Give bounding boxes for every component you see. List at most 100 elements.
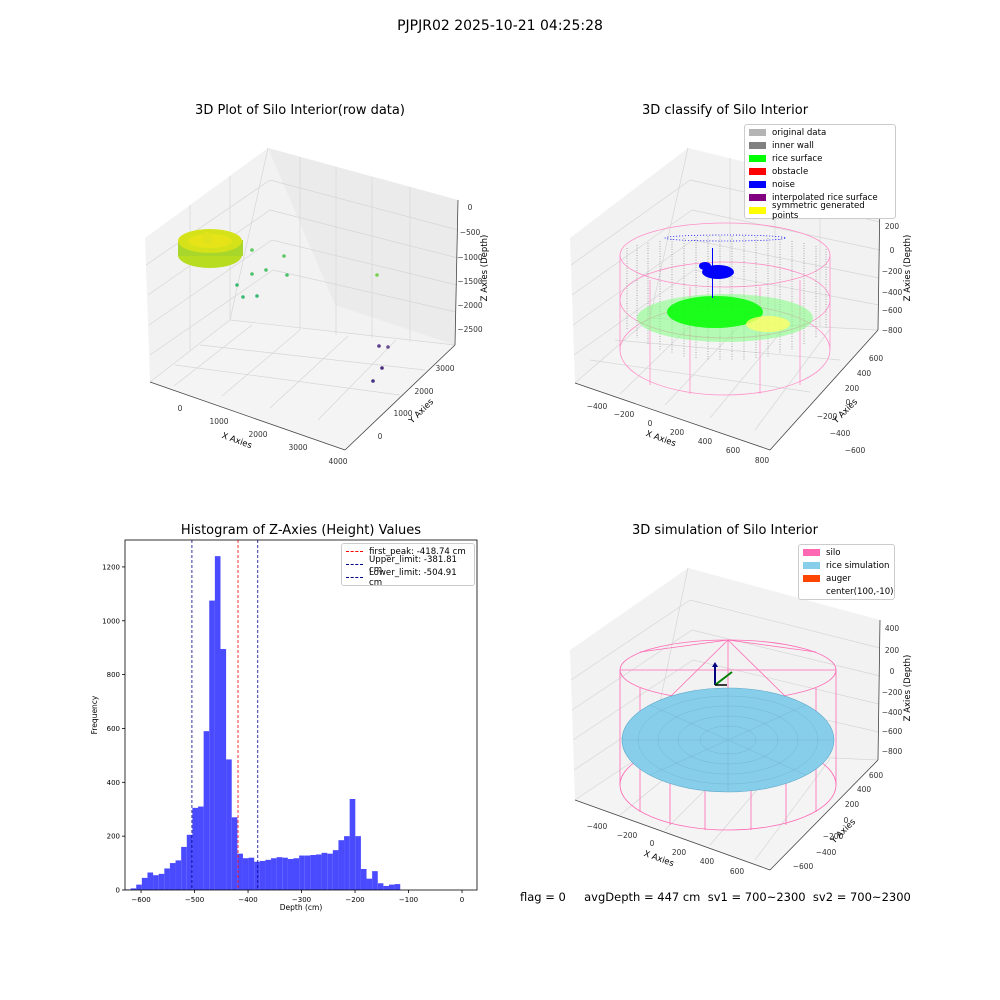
panel1-point — [264, 268, 268, 272]
histogram-bar — [186, 834, 193, 890]
p4-ytick: 400 — [857, 785, 872, 794]
histogram-y-tick-label: 600 — [107, 725, 120, 733]
p2-ytick: 600 — [869, 354, 884, 363]
histogram-bar — [321, 852, 328, 890]
p1-ytick: 2000 — [414, 387, 433, 396]
histogram-bar — [372, 871, 378, 890]
p1-ztick: 0 — [468, 203, 473, 212]
p4-xlabel: X Axies — [642, 849, 675, 869]
panel4-simulation-3d-plot: −400 −200 0 200 400 600 −600 −400 −200 0… — [570, 567, 913, 876]
legend-entry-noise: noise — [745, 178, 895, 191]
legend-swatch — [749, 194, 766, 201]
histogram-bar — [248, 857, 255, 890]
panel1-point — [386, 345, 390, 349]
panel2-symmetric-points — [746, 316, 790, 332]
histogram-bar — [338, 840, 345, 890]
panel4-legend: silo rice simulation auger center(100,-1… — [798, 544, 895, 600]
histogram-x-tick-label: −100 — [399, 896, 418, 904]
legend-label: rice surface — [772, 153, 823, 164]
histogram-xlabel: Depth (cm) — [280, 903, 323, 912]
figure-title: PJPJR02 2025-10-21 04:25:28 — [397, 18, 603, 34]
p2-ytick: −200 — [817, 412, 838, 421]
legend-entry-first-peak: first_peak: -418.74 cm — [342, 545, 474, 558]
p4-xtick: 600 — [730, 867, 745, 876]
p1-xtick: 3000 — [288, 443, 307, 452]
legend-swatch — [803, 588, 820, 595]
histogram-bar — [276, 857, 283, 890]
panel1-raw-3d-plot: 0 1000 2000 3000 4000 0 1000 2000 3000 0… — [145, 147, 490, 466]
panel1-point — [380, 366, 384, 370]
histogram-bar — [198, 806, 204, 890]
p2-ytick: −400 — [830, 429, 851, 438]
legend-entry-center: center(100,-10) — [799, 585, 894, 598]
histogram-x-tick-label: 0 — [460, 896, 464, 904]
legend-swatch — [749, 207, 766, 214]
panel1-point — [371, 379, 375, 383]
legend-label: Lower_limit: -504.91 cm — [369, 567, 457, 588]
histogram-bar — [164, 868, 170, 890]
histogram-x-tick-label: −400 — [238, 896, 257, 904]
p1-xtick: 0 — [178, 404, 183, 413]
panel1-point — [255, 294, 259, 298]
p1-ytick: 0 — [378, 432, 383, 441]
legend-label: center(100,-10) — [826, 586, 894, 597]
panel2-title: 3D classify of Silo Interior — [641, 103, 809, 118]
histogram-bar — [136, 884, 142, 890]
p2-ztick: −400 — [882, 288, 903, 297]
status-footer: flag = 0 avgDepth = 447 cm sv1 = 700~230… — [520, 890, 911, 904]
p4-ztick: −600 — [882, 727, 903, 736]
p2-noise-cluster — [699, 262, 711, 270]
panel1-point — [241, 295, 245, 299]
histogram-y-tick-label: 0 — [116, 887, 120, 895]
legend-swatch — [749, 181, 766, 188]
histogram-bar — [226, 759, 232, 890]
histogram-bar — [304, 855, 311, 890]
histogram-bars — [125, 556, 401, 890]
histogram-y-tick-label: 800 — [107, 671, 120, 679]
p2-ytick: −600 — [845, 446, 866, 455]
histogram-y-ticks: 0 200 400 600 800 1000 1200 — [102, 563, 125, 895]
p1-ytick: 1000 — [393, 409, 412, 418]
panel1-point — [235, 283, 239, 287]
histogram-bar — [389, 884, 395, 890]
panel2-legend: original data inner wall rice surface ob… — [744, 124, 896, 221]
panel4-title: 3D simulation of Silo Interior — [632, 523, 818, 538]
p2-ytick: 200 — [845, 384, 860, 393]
histogram-bar — [175, 860, 182, 890]
p2-xtick: 400 — [698, 437, 713, 446]
legend-label: auger — [826, 573, 851, 584]
p2-xtick: 800 — [755, 456, 770, 465]
legend-swatch — [749, 168, 766, 175]
p4-xtick: 200 — [672, 848, 687, 857]
histogram-bar — [259, 860, 266, 890]
legend-label: obstacle — [772, 166, 809, 177]
p2-xtick: −200 — [614, 410, 635, 419]
histogram-ylabel: Frequency — [90, 695, 99, 734]
histogram-bar — [153, 875, 159, 890]
p4-zlabel: Z Axies (Depth) — [903, 655, 913, 722]
legend-label: rice simulation — [826, 560, 890, 571]
p1-xtick: 2000 — [248, 430, 267, 439]
p4-xtick: −400 — [587, 822, 608, 831]
panel1-point — [250, 248, 254, 252]
histogram-bar — [220, 649, 227, 890]
histogram-y-tick-label: 1000 — [102, 617, 120, 625]
panel3-histogram: −600 −500 −400 −300 −200 −100 0 0 200 400 600 800 1… — [90, 539, 478, 912]
p4-ytick: −600 — [793, 862, 814, 871]
histogram-axes-frame — [124, 539, 478, 891]
p2-noise-ring — [664, 234, 786, 242]
histogram-x-tick-label: −300 — [292, 896, 311, 904]
panel3-legend: first_peak: -418.74 cm Upper_limit: -381… — [341, 543, 475, 588]
histogram-bar — [231, 817, 238, 890]
histogram-x-ticks: −600 −500 −400 −300 −200 −100 0 — [131, 890, 464, 904]
p2-ztick: −600 — [882, 306, 903, 315]
legend-entry-interpolated-rice-surface: interpolated rice surface — [745, 191, 895, 204]
histogram-bar — [299, 855, 305, 890]
p4-ytick: 600 — [869, 771, 884, 780]
histogram-x-tick-label: −600 — [131, 896, 150, 904]
panel4-auger — [712, 662, 733, 686]
histogram-bar — [237, 853, 243, 890]
legend-entry-silo: silo — [799, 546, 894, 559]
legend-swatch — [346, 577, 363, 578]
histogram-bar — [360, 869, 367, 890]
